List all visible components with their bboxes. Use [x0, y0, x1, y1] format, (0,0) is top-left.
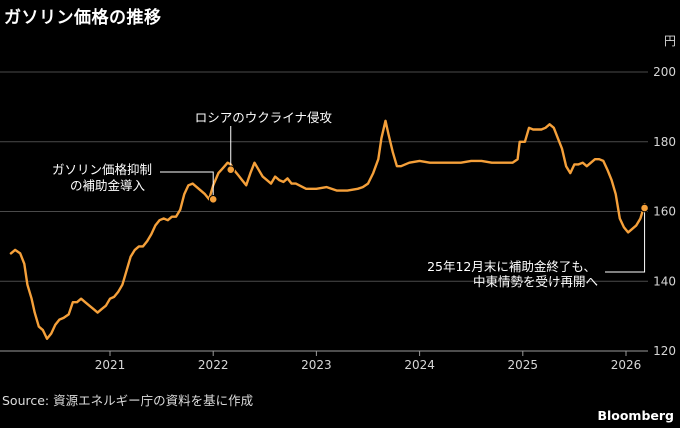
annotation-subsidy-line1: ガソリン価格抑制 [52, 162, 152, 177]
annotation-subsidy-line2: の補助金導入 [70, 178, 146, 193]
y-tick-label: 200 [653, 65, 676, 79]
x-tick-label: 2026 [611, 358, 642, 372]
annotation-end-line1: 25年12月末に補助金終了も、 [427, 259, 596, 274]
y-unit-label: 円 [664, 34, 676, 48]
x-tick-label: 2023 [301, 358, 332, 372]
annotation-end-line2: 中東情勢を受け再開へ [473, 274, 598, 289]
annotation-leader [160, 171, 214, 200]
bloomberg-logo: Bloomberg [597, 408, 674, 423]
y-tick-label: 180 [653, 135, 676, 149]
x-tick-label: 2025 [508, 358, 539, 372]
source-note: Source: 資源エネルギー庁の資料を基に作成 [2, 393, 254, 408]
price-series-line [9, 119, 646, 340]
x-tick-label: 2024 [404, 358, 435, 372]
y-tick-label: 140 [653, 274, 676, 288]
data-point-marker [226, 165, 236, 174]
chart-title: ガソリン価格の推移 [4, 8, 162, 28]
y-tick-label: 160 [653, 205, 676, 219]
annotation-russia-invasion: ロシアのウクライナ侵攻 [195, 110, 333, 125]
x-tick-label: 2022 [198, 358, 229, 372]
data-point-marker [208, 194, 218, 204]
x-tick-label: 2021 [95, 358, 126, 372]
data-point-marker [640, 203, 649, 213]
y-tick-label: 120 [653, 344, 676, 358]
annotation-leader [605, 208, 646, 273]
